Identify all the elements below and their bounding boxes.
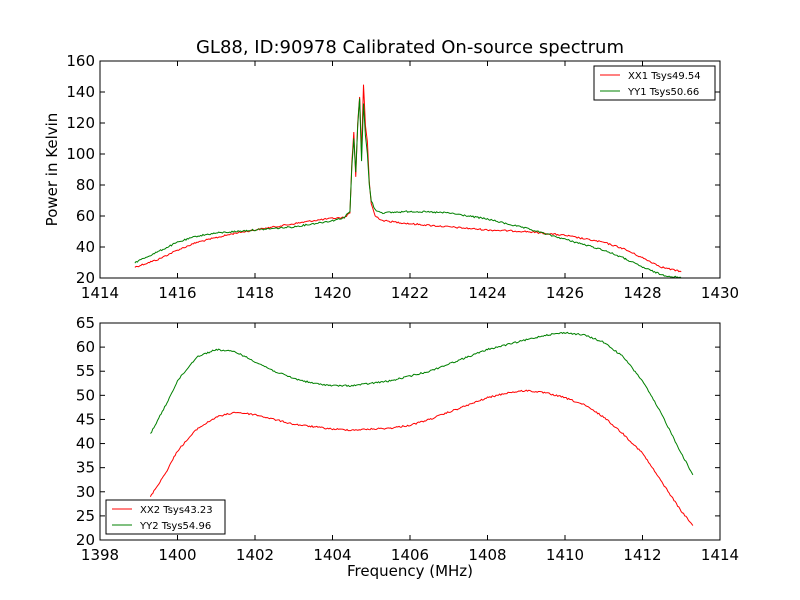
y-tick-label: 35 xyxy=(76,459,95,477)
x-tick-label: 1400 xyxy=(158,546,196,564)
bottom-plot: 1398 1400 1402 1404 1406 1408 1410 1412 1414 20 25… xyxy=(76,314,739,580)
y-tick-label: 65 xyxy=(76,314,95,332)
x-tick-label: 1414 xyxy=(81,284,119,302)
legend-label: XX2 Tsys43.23 xyxy=(140,505,213,516)
y-tick-label: 45 xyxy=(76,410,95,428)
x-tick-label: 1416 xyxy=(158,284,196,302)
x-tick-label: 1406 xyxy=(391,546,429,564)
series-line-xx2 xyxy=(149,389,694,526)
y-tick-label: 20 xyxy=(76,531,95,549)
x-tick-label: 1430 xyxy=(701,284,739,302)
y-tick-label: 140 xyxy=(66,83,95,101)
y-tick-label: 55 xyxy=(76,362,95,380)
x-tick-label: 1414 xyxy=(701,546,739,564)
series-line-xx1 xyxy=(134,84,682,273)
legend-box xyxy=(593,65,716,101)
y-tick-label: 120 xyxy=(66,114,95,132)
y-tick-label: 25 xyxy=(76,507,95,525)
legend-box xyxy=(105,499,226,535)
x-tick-label: 1428 xyxy=(623,284,661,302)
x-tick-label: 1408 xyxy=(468,546,506,564)
x-tick-label: 1412 xyxy=(623,546,661,564)
x-tick-label: 1398 xyxy=(81,546,119,564)
y-tick-label: 60 xyxy=(76,338,95,356)
x-tick-label: 1422 xyxy=(391,284,429,302)
series-line-yy2 xyxy=(150,331,694,476)
x-tick-label: 1426 xyxy=(546,284,584,302)
y-tick-label: 60 xyxy=(76,207,95,225)
x-tick-label: 1410 xyxy=(546,546,584,564)
x-axis-title: Frequency (MHz) xyxy=(347,562,473,580)
series-line-yy1 xyxy=(134,98,682,279)
x-tick-label: 1424 xyxy=(468,284,506,302)
legend: XX2 Tsys43.23 YY2 Tsys54.96 xyxy=(105,499,226,535)
legend-label: YY1 Tsys50.66 xyxy=(627,87,699,98)
legend: XX1 Tsys49.54 YY1 Tsys50.66 xyxy=(593,65,716,101)
y-tick-label: 160 xyxy=(66,52,95,70)
y-tick-label: 30 xyxy=(76,483,95,501)
legend-label: YY2 Tsys54.96 xyxy=(139,521,211,532)
top-plot: 1414 1416 1418 1420 1422 1424 1426 1428 1430 20 40… xyxy=(43,52,739,302)
y-tick-label: 50 xyxy=(76,386,95,404)
x-tick-label: 1418 xyxy=(236,284,274,302)
y-tick-label: 80 xyxy=(76,176,95,194)
y-tick-label: 40 xyxy=(76,238,95,256)
x-tick-label: 1402 xyxy=(236,546,274,564)
chart-title: GL88, ID:90978 Calibrated On-source spec… xyxy=(196,37,624,58)
y-tick-label: 100 xyxy=(66,145,95,163)
x-tick-label: 1404 xyxy=(313,546,351,564)
y-tick-label: 20 xyxy=(76,269,95,287)
y-axis-title: Power in Kelvin xyxy=(43,113,61,227)
legend-label: XX1 Tsys49.54 xyxy=(628,71,701,82)
x-tick-label: 1420 xyxy=(313,284,351,302)
y-tick-label: 40 xyxy=(76,435,95,453)
